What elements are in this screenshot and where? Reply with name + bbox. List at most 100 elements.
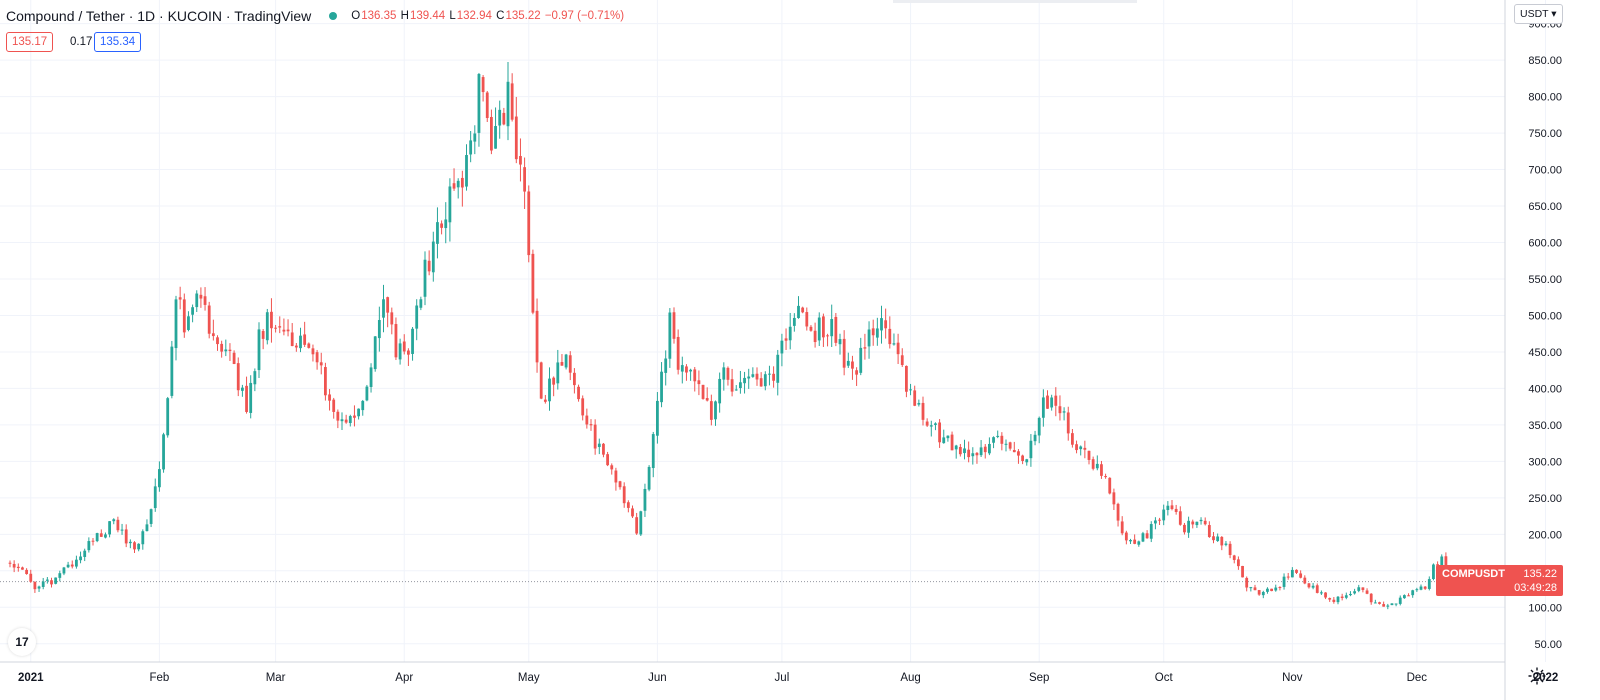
candle-body: [921, 402, 925, 420]
candle-body: [763, 374, 767, 387]
tradingview-logo-icon[interactable]: 17: [8, 628, 36, 656]
candle-body: [954, 445, 958, 450]
candle-body: [527, 191, 531, 256]
candle-body: [1324, 592, 1327, 598]
last-price-symbol: COMPUSDT: [1442, 568, 1505, 580]
candle-body: [602, 443, 605, 455]
candle-body: [892, 343, 896, 345]
candle-body: [610, 465, 614, 470]
candle-body: [1166, 505, 1170, 511]
candle-body: [1320, 592, 1323, 594]
last-price-value: 135.22: [1523, 568, 1557, 580]
settings-gear-icon[interactable]: [1527, 666, 1547, 686]
bid-price-button[interactable]: 135.17: [6, 32, 54, 52]
candle-body: [1232, 555, 1236, 560]
candle-body: [124, 529, 128, 544]
candle-body: [1357, 587, 1361, 591]
currency-dropdown[interactable]: USDT ▾: [1514, 4, 1563, 24]
candle-body: [701, 384, 705, 399]
candle-body: [1037, 417, 1041, 436]
candle-body: [668, 312, 672, 359]
candle-body: [419, 299, 423, 308]
candle-body: [1154, 520, 1157, 524]
candle-body: [224, 349, 228, 352]
price-axis[interactable]: 50.00100.00150.00200.00250.00300.00350.0…: [1504, 0, 1562, 700]
candle-body: [1332, 599, 1336, 602]
candle-body: [299, 335, 302, 349]
candle-body: [929, 425, 933, 427]
candle-body: [697, 380, 701, 385]
candle-body: [1116, 503, 1120, 521]
candle-body: [577, 386, 580, 400]
candle-body: [207, 305, 211, 334]
candle-body: [597, 443, 601, 447]
candle-body: [660, 371, 663, 403]
candle-body: [473, 133, 477, 142]
candle-body: [656, 400, 659, 436]
candle-body: [203, 296, 207, 305]
candle-body: [382, 299, 385, 318]
candle-body: [1349, 593, 1352, 596]
candle-body: [958, 447, 962, 455]
candle-body: [390, 312, 394, 325]
candle-body: [996, 435, 1000, 437]
candle-body: [950, 434, 954, 451]
candle-body: [979, 447, 983, 456]
candle-body: [1295, 569, 1298, 573]
candle-body: [651, 434, 655, 469]
candle-body: [79, 556, 82, 561]
candle-body: [842, 338, 846, 368]
x-tick-label: Oct: [1155, 672, 1174, 684]
candle-body: [58, 573, 62, 578]
candle-body: [398, 343, 402, 360]
candle-body: [1033, 434, 1037, 442]
time-axis[interactable]: 2021 Feb Mar Apr May Jun Jul Aug Sep Oct Nov Dec 202…: [0, 661, 1600, 684]
candle-body: [490, 116, 493, 151]
candle-body: [1187, 520, 1190, 533]
candle-body: [871, 328, 875, 336]
candle-body: [91, 540, 95, 542]
candle-body: [153, 486, 157, 509]
candle-body: [1091, 459, 1095, 469]
y-tick-label: 250.00: [1528, 493, 1562, 505]
candle-body: [87, 541, 91, 551]
candle-body: [249, 382, 253, 413]
candle-body: [859, 347, 863, 373]
candle-body: [784, 338, 788, 341]
symbol-title[interactable]: Compound / Tether · 1D · KUCOIN · Tradin…: [6, 8, 312, 24]
candle-body: [1398, 597, 1402, 604]
ask-price-button[interactable]: 135.34: [94, 32, 142, 52]
candle-body: [45, 579, 49, 581]
candle-body: [448, 186, 452, 223]
candle-body: [282, 329, 286, 332]
candle-body: [1178, 511, 1182, 525]
candle-body: [1058, 406, 1062, 414]
candle-body: [556, 362, 560, 384]
y-tick-label: 50.00: [1534, 639, 1562, 651]
candle-body: [809, 326, 813, 331]
candle-body: [1220, 536, 1224, 546]
candle-body: [1124, 532, 1128, 541]
candle-body: [776, 354, 780, 383]
y-tick-label: 350.00: [1528, 420, 1562, 432]
candle-body: [635, 517, 639, 534]
candle-body: [693, 369, 697, 382]
candle-body: [481, 77, 485, 93]
candle-body: [523, 167, 526, 192]
candle-body: [983, 446, 987, 453]
candle-body: [1270, 588, 1273, 592]
candle-body: [822, 316, 825, 338]
y-tick-label: 400.00: [1528, 383, 1562, 395]
candle-body: [1266, 588, 1269, 592]
candle-body: [573, 372, 576, 386]
candle-body: [730, 379, 734, 392]
x-tick-label: Mar: [266, 672, 286, 684]
candle-body: [436, 222, 439, 244]
candle-body: [232, 352, 236, 365]
candle-body: [1017, 451, 1020, 456]
candle-body: [830, 319, 834, 337]
candle-body: [1249, 587, 1253, 589]
candle-body: [1432, 564, 1435, 580]
candle-body: [369, 367, 373, 387]
